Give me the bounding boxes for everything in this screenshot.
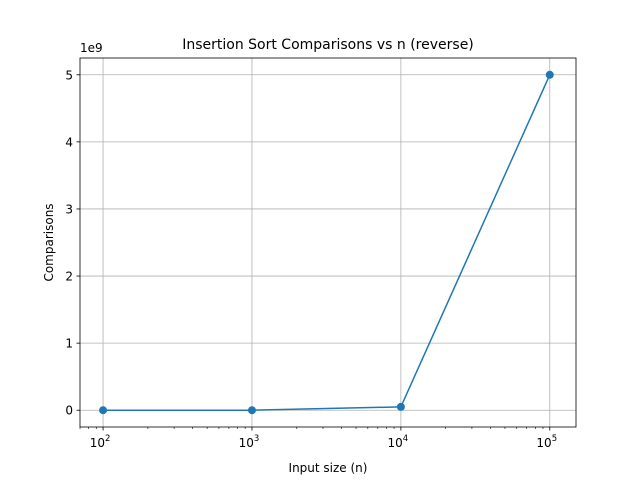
y-tick-label: 0 [65,404,73,418]
x-axis-ticks: 102 103 104 105 [79,427,557,450]
series-layer [99,70,554,415]
grid [80,58,576,427]
axes-frame [79,57,577,428]
data-point [545,70,554,79]
x-tick-label: 103 [239,434,260,450]
chart-title: Insertion Sort Comparisons vs n (reverse… [182,37,474,53]
x-tick-label: 105 [536,434,557,450]
y-tick-label: 2 [65,270,73,284]
y-tick-label: 4 [65,135,73,149]
y-tick-label: 1 [65,337,73,351]
data-point [396,402,405,411]
data-point [99,406,108,415]
data-point [247,406,256,415]
y-offset-label: 1e9 [80,41,103,55]
x-tick-label: 104 [388,434,409,450]
series-line [103,74,551,411]
y-tick-label: 5 [65,68,73,82]
y-axis-ticks: 0 1 2 3 4 5 [65,68,80,418]
x-axis-label: Input size (n) [289,461,368,475]
x-tick-label: 102 [90,434,111,450]
y-tick-label: 3 [65,202,73,216]
y-axis-label: Comparisons [42,203,56,281]
